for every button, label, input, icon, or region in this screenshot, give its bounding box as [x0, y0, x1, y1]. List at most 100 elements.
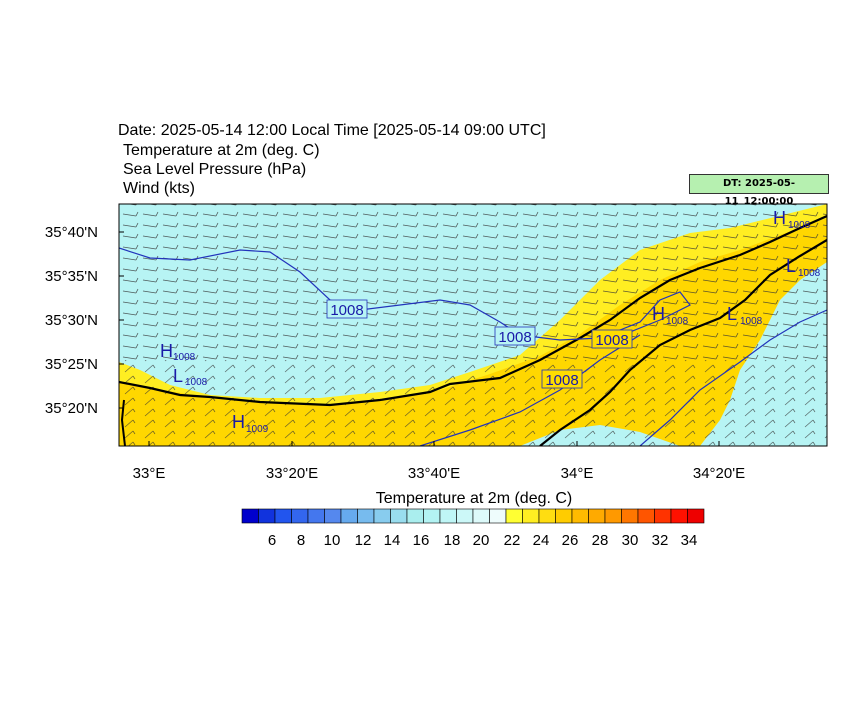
lon-tick-label: 33°E — [133, 465, 166, 482]
colorbar-swatch — [538, 508, 556, 524]
svg-text:L: L — [173, 366, 183, 386]
sea-wind-barbs — [119, 204, 827, 364]
lon-tick-label: 33°20'E — [266, 465, 318, 482]
lat-tick-label: 35°20'N — [45, 400, 98, 417]
pressure-center-h-west: H 1008 — [160, 341, 196, 363]
colorbar-swatch — [505, 508, 523, 524]
east-coastline — [539, 239, 827, 446]
svg-text:L: L — [786, 256, 796, 276]
lon-tick-label: 34°20'E — [693, 465, 745, 482]
colorbar-swatch — [637, 508, 655, 524]
pressure-center-h-south: H 1009 — [232, 412, 269, 435]
colorbar-label: 14 — [384, 532, 401, 549]
colorbar-label: 18 — [444, 532, 461, 549]
colorbar-swatch — [604, 508, 622, 524]
pressure-center-h-central: H 1008 — [652, 304, 689, 327]
isobar-label-text: 1008 — [545, 372, 578, 389]
forecast-init-badge: DT: 2025-05-11_12:00:00 — [689, 174, 829, 207]
colorbar-swatch — [472, 508, 490, 524]
map-plot-area — [119, 204, 827, 446]
colorbar-swatch — [258, 508, 276, 524]
svg-text:H: H — [652, 304, 665, 324]
colorbar-swatch — [357, 508, 375, 524]
colorbar-labels: 6 8 10 12 14 16 18 20 22 24 26 28 30 32 … — [268, 532, 698, 549]
colorbar-swatch — [670, 508, 688, 524]
colorbar-label: 6 — [268, 532, 276, 549]
colorbar-swatch — [687, 508, 705, 524]
colorbar-label: 34 — [681, 532, 698, 549]
isobar-label-text: 1008 — [595, 332, 628, 349]
colorbar-swatch — [571, 508, 589, 524]
colorbar-swatch — [274, 508, 292, 524]
west-coastline — [120, 399, 126, 446]
lat-axis: 35°40'N 35°35'N 35°30'N 35°25'N 35°20'N — [45, 224, 124, 417]
colorbar-label: 10 — [324, 532, 341, 549]
colorbar-label: 8 — [297, 532, 305, 549]
colorbar-swatch — [522, 508, 540, 524]
north-coastline — [119, 214, 827, 407]
land-wind-barbs — [119, 360, 827, 446]
isobar-1008-north — [119, 247, 691, 341]
colorbar-swatch — [406, 508, 424, 524]
colorbar-swatch — [588, 508, 606, 524]
svg-text:1008: 1008 — [666, 316, 689, 327]
pressure-center-h-northeast: H 1008 — [773, 208, 811, 231]
pressure-variable-label: Sea Level Pressure (hPa) — [123, 161, 307, 178]
wind-variable-label: Wind (kts) — [123, 180, 195, 197]
colorbar-swatch — [390, 508, 408, 524]
colorbar-title: Temperature at 2m (deg. C) — [375, 490, 573, 507]
svg-text:H: H — [232, 412, 245, 432]
svg-text:H: H — [160, 341, 173, 361]
colorbar-swatch — [621, 508, 639, 524]
lat-tick-label: 35°40'N — [45, 224, 98, 241]
lon-axis: 33°E 33°20'E 33°40'E 34°E 34°20'E — [133, 441, 745, 482]
isobar-1008-south — [419, 334, 641, 446]
isobar-1008-east — [639, 309, 827, 446]
pressure-center-l-central: L 1008 — [727, 304, 763, 327]
isobar-label-1: 1008 — [326, 299, 368, 319]
isobar-label-text: 1008 — [498, 329, 531, 346]
temperature-colorbar — [241, 508, 705, 524]
svg-text:H: H — [773, 208, 786, 228]
map-date-title: Date: 2025-05-14 12:00 Local Time [2025-… — [118, 122, 546, 139]
colorbar-label: 20 — [473, 532, 490, 549]
pressure-center-l-northeast: L 1008 — [786, 256, 821, 279]
svg-text:1008: 1008 — [185, 377, 208, 388]
colorbar-swatch — [324, 508, 342, 524]
colorbar-swatch — [555, 508, 573, 524]
temperature-variable-label: Temperature at 2m (deg. C) — [123, 142, 320, 159]
pressure-center-l-west: L 1008 — [173, 366, 208, 388]
svg-text:1008: 1008 — [740, 316, 763, 327]
svg-text:1009: 1009 — [246, 424, 269, 435]
isobar-label-text: 1008 — [330, 302, 363, 319]
colorbar-swatch — [291, 508, 309, 524]
lat-tick-label: 35°35'N — [45, 268, 98, 285]
colorbar-label: 22 — [504, 532, 521, 549]
colorbar-swatch — [307, 508, 325, 524]
lat-tick-label: 35°30'N — [45, 312, 98, 329]
colorbar-swatch — [489, 508, 507, 524]
colorbar-swatch — [373, 508, 391, 524]
colorbar-swatch — [340, 508, 358, 524]
colorbar-swatch — [439, 508, 457, 524]
isobar-label-3: 1008 — [591, 329, 633, 349]
isobar-label-4: 1008 — [541, 369, 583, 389]
colorbar-label: 24 — [533, 532, 550, 549]
colorbar-label: 26 — [562, 532, 579, 549]
lon-tick-label: 34°E — [561, 465, 594, 482]
colorbar-label: 30 — [622, 532, 639, 549]
colorbar-swatch — [654, 508, 672, 524]
colorbar-label: 28 — [592, 532, 609, 549]
map-frame — [118, 203, 828, 447]
colorbar-label: 32 — [652, 532, 669, 549]
svg-text:1008: 1008 — [173, 352, 196, 363]
colorbar-swatch — [241, 508, 259, 524]
colorbar-swatch — [423, 508, 441, 524]
isobar-label-2: 1008 — [494, 326, 536, 346]
colorbar-label: 16 — [413, 532, 430, 549]
svg-text:L: L — [727, 304, 737, 324]
svg-text:1008: 1008 — [788, 220, 811, 231]
colorbar-label: 12 — [355, 532, 372, 549]
lon-tick-label: 33°40'E — [408, 465, 460, 482]
